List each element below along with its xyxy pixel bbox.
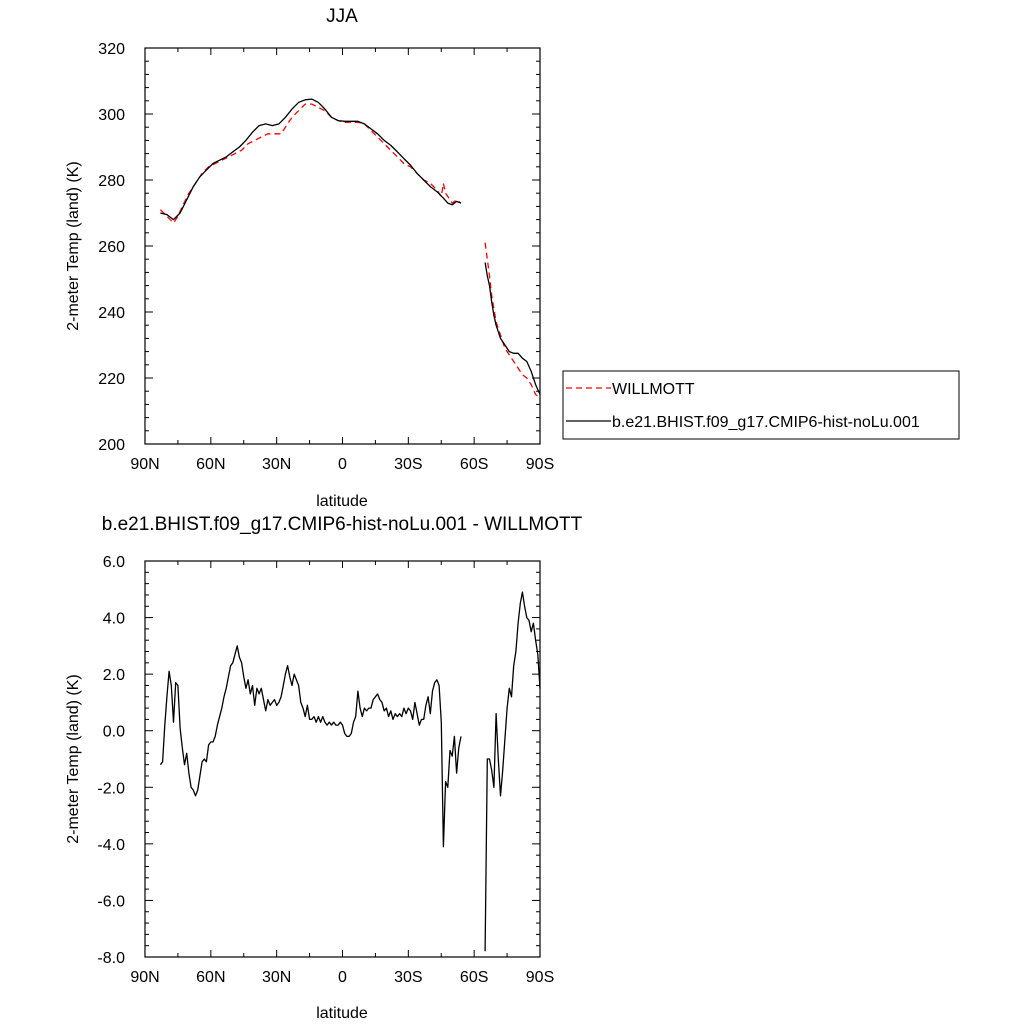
top-x-tick-label: 90S (526, 456, 554, 473)
top-x-tick-label: 90N (130, 456, 159, 473)
top-chart-plot: 90N 60N 30N 0 30S 60S 90S 200 220 240 260 280 300 320 (98, 41, 554, 473)
top-x-tick-label: 30S (394, 456, 422, 473)
top-chart-y-axis-label: 2-meter Temp (land) (K) (65, 161, 82, 331)
legend-box (562, 370, 960, 440)
top-series-0-line-segment-1 (484, 242, 541, 399)
top-series-1-line-segment-0 (160, 98, 462, 221)
bottom-x-tick-label: 30S (394, 969, 422, 986)
top-y-tick-label: 200 (98, 437, 125, 454)
bottom-chart-y-axis-label: 2-meter Temp (land) (K) (65, 674, 82, 844)
bottom-y-tick-label: -2.0 (97, 780, 125, 797)
bottom-series-0-line-segment-0 (159, 645, 462, 848)
top-chart-frame (144, 47, 541, 445)
top-x-tick-label: 0 (338, 456, 347, 473)
bottom-x-tick-label: 90S (526, 969, 554, 986)
bottom-y-tick-label: 2.0 (103, 667, 125, 684)
bottom-x-tick-label: 0 (338, 969, 347, 986)
bottom-x-tick-label: 30N (262, 969, 291, 986)
bottom-chart-x-axis-label: latitude (316, 1005, 368, 1022)
bottom-y-tick-label: 0.0 (103, 724, 125, 741)
bottom-y-tick-label: 6.0 (103, 554, 125, 571)
bottom-x-tick-label: 90N (130, 969, 159, 986)
bottom-x-tick-label: 60S (460, 969, 488, 986)
top-y-tick-label: 220 (98, 371, 125, 388)
legend-label-model: b.e21.BHIST.f09_g17.CMIP6-hist-noLu.001 (612, 414, 920, 431)
top-chart-title: JJA (326, 6, 358, 27)
top-y-tick-label: 320 (98, 41, 125, 58)
top-y-tick-label: 280 (98, 173, 125, 190)
bottom-chart-title: b.e21.BHIST.f09_g17.CMIP6-hist-noLu.001 … (102, 514, 583, 535)
top-x-tick-label: 60S (460, 456, 488, 473)
top-chart-legend: WILLMOTT b.e21.BHIST.f09_g17.CMIP6-hist-… (562, 370, 960, 440)
top-y-tick-label: 300 (98, 107, 125, 124)
legend-label-willmott: WILLMOTT (612, 381, 695, 398)
bottom-x-tick-label: 60N (196, 969, 225, 986)
top-series-0-line-segment-0 (159, 103, 462, 224)
top-x-tick-label: 60N (196, 456, 225, 473)
bottom-y-tick-label: -6.0 (97, 893, 125, 910)
bottom-y-tick-label: -4.0 (97, 837, 125, 854)
bottom-y-tick-label: 4.0 (103, 611, 125, 628)
top-chart-x-axis-label: latitude (316, 493, 368, 510)
top-y-tick-label: 240 (98, 305, 125, 322)
top-series-1-line-segment-1 (484, 262, 541, 395)
top-x-tick-label: 30N (262, 456, 291, 473)
bottom-y-tick-label: -8.0 (97, 950, 125, 967)
bottom-chart-plot: 90N 60N 30N 0 30S 60S 90S -8.0 -6.0 -4.0 -2.0 0.0 2.… (97, 554, 554, 986)
top-y-tick-label: 260 (98, 239, 125, 256)
bottom-series-0-line-segment-1 (484, 591, 541, 952)
